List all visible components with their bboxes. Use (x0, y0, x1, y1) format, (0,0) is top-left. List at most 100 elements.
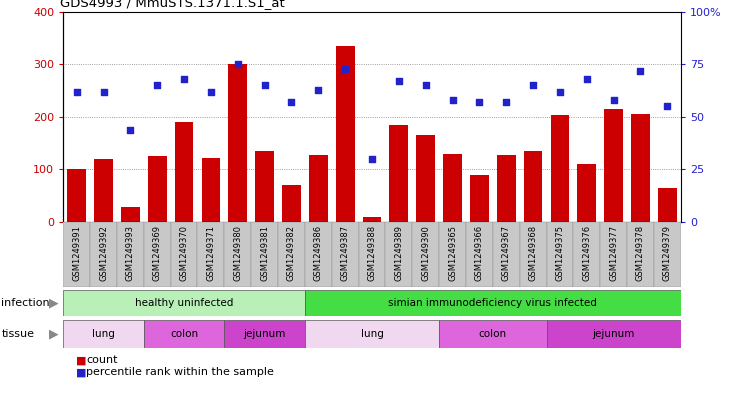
Text: GSM1249376: GSM1249376 (583, 225, 591, 281)
Bar (121, 208, 140, 222)
Text: ▶: ▶ (49, 296, 58, 310)
Text: GSM1249365: GSM1249365 (448, 225, 457, 281)
Bar (604, 109, 623, 222)
Bar (439, 320, 547, 348)
Text: GSM1249393: GSM1249393 (126, 225, 135, 281)
Bar (94, 159, 113, 222)
Text: GSM1249375: GSM1249375 (556, 225, 565, 281)
Bar (144, 222, 170, 287)
Point (661, 103, 673, 110)
Bar (574, 222, 600, 287)
Text: ▶: ▶ (49, 327, 58, 340)
Bar (332, 222, 359, 287)
Text: colon: colon (170, 329, 198, 339)
Bar (225, 320, 305, 348)
Bar (305, 320, 439, 348)
Point (71, 88, 83, 95)
Bar (524, 151, 542, 222)
Point (581, 76, 593, 82)
Text: GSM1249392: GSM1249392 (99, 225, 108, 281)
Point (151, 82, 163, 88)
Text: GSM1249390: GSM1249390 (421, 225, 430, 281)
Bar (577, 164, 596, 222)
Text: lung: lung (92, 329, 115, 339)
Text: tissue: tissue (1, 329, 34, 339)
Bar (117, 222, 144, 287)
Bar (654, 222, 681, 287)
Point (554, 88, 566, 95)
Text: healthy uninfected: healthy uninfected (135, 298, 234, 308)
Bar (417, 135, 435, 222)
Text: ■: ■ (76, 355, 86, 365)
Text: GSM1249381: GSM1249381 (260, 225, 269, 281)
Bar (255, 151, 274, 222)
Text: GSM1249391: GSM1249391 (72, 225, 81, 281)
Text: GSM1249370: GSM1249370 (179, 225, 188, 281)
Bar (519, 222, 547, 287)
Bar (90, 222, 117, 287)
Bar (600, 222, 627, 287)
Text: GSM1249389: GSM1249389 (394, 225, 403, 281)
Text: GSM1249380: GSM1249380 (234, 225, 243, 281)
Point (97, 88, 109, 95)
Bar (470, 175, 489, 222)
Bar (466, 222, 493, 287)
Bar (309, 155, 327, 222)
Bar (278, 222, 305, 287)
Bar (197, 222, 225, 287)
Bar (627, 222, 654, 287)
Text: infection: infection (1, 298, 50, 308)
Bar (385, 222, 412, 287)
Bar (547, 222, 574, 287)
Text: GSM1249369: GSM1249369 (153, 225, 161, 281)
Point (635, 68, 647, 74)
Bar (631, 114, 650, 222)
Text: GDS4993 / MmuSTS.1371.1.S1_at: GDS4993 / MmuSTS.1371.1.S1_at (60, 0, 285, 9)
Text: GSM1249367: GSM1249367 (501, 225, 510, 281)
Bar (175, 122, 193, 222)
Point (420, 82, 432, 88)
Bar (170, 222, 197, 287)
Point (232, 61, 244, 68)
Point (366, 156, 378, 162)
Bar (443, 154, 462, 222)
Point (527, 82, 539, 88)
Point (393, 78, 405, 84)
Text: GSM1249368: GSM1249368 (528, 225, 538, 281)
Text: jejunum: jejunum (243, 329, 286, 339)
Bar (412, 222, 439, 287)
Text: colon: colon (478, 329, 507, 339)
Bar (658, 188, 677, 222)
Point (339, 65, 351, 72)
Text: GSM1249387: GSM1249387 (341, 225, 350, 281)
Bar (551, 115, 569, 222)
Text: simian immunodeficiency virus infected: simian immunodeficiency virus infected (388, 298, 597, 308)
Bar (359, 222, 385, 287)
Text: GSM1249388: GSM1249388 (368, 225, 376, 281)
Text: lung: lung (361, 329, 383, 339)
Bar (493, 222, 519, 287)
Text: GSM1249379: GSM1249379 (663, 225, 672, 281)
Bar (63, 290, 305, 316)
Bar (282, 185, 301, 222)
Point (124, 127, 136, 133)
Bar (439, 222, 466, 287)
Bar (148, 156, 167, 222)
Point (259, 82, 271, 88)
Point (178, 76, 190, 82)
Bar (63, 320, 144, 348)
Bar (389, 125, 408, 222)
Bar (67, 169, 86, 222)
Text: GSM1249382: GSM1249382 (287, 225, 296, 281)
Bar (202, 158, 220, 222)
Text: GSM1249378: GSM1249378 (636, 225, 645, 281)
Text: GSM1249366: GSM1249366 (475, 225, 484, 281)
Bar (305, 222, 332, 287)
Point (205, 88, 217, 95)
Bar (336, 46, 355, 222)
Bar (225, 222, 251, 287)
Bar (547, 320, 681, 348)
Point (500, 99, 512, 105)
Text: GSM1249371: GSM1249371 (206, 225, 216, 281)
Bar (144, 320, 225, 348)
